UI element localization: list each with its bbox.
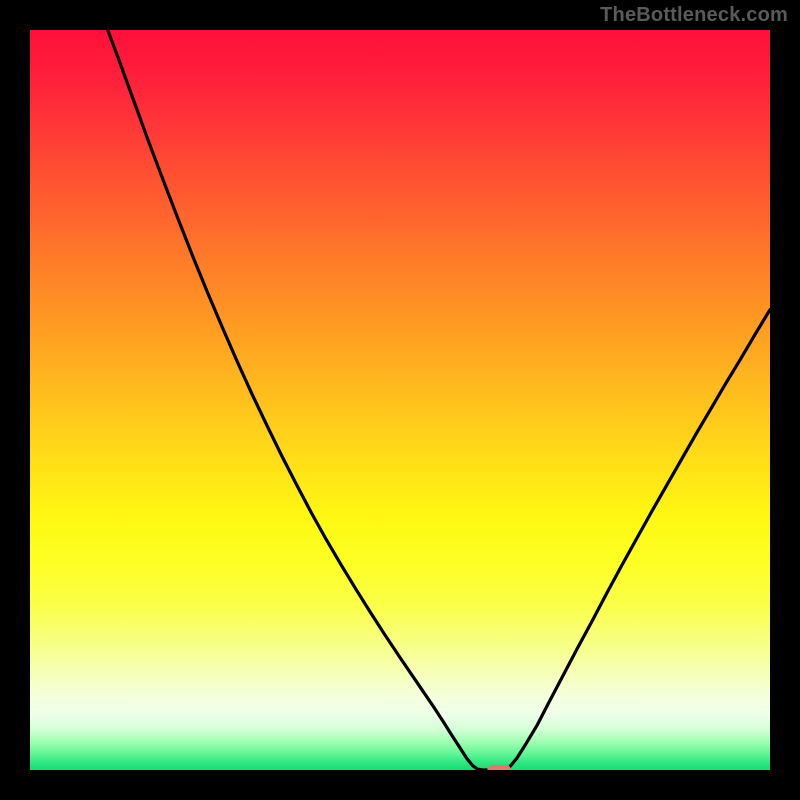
- chart-container: TheBottleneck.com: [0, 0, 800, 800]
- bottleneck-chart: [0, 0, 800, 800]
